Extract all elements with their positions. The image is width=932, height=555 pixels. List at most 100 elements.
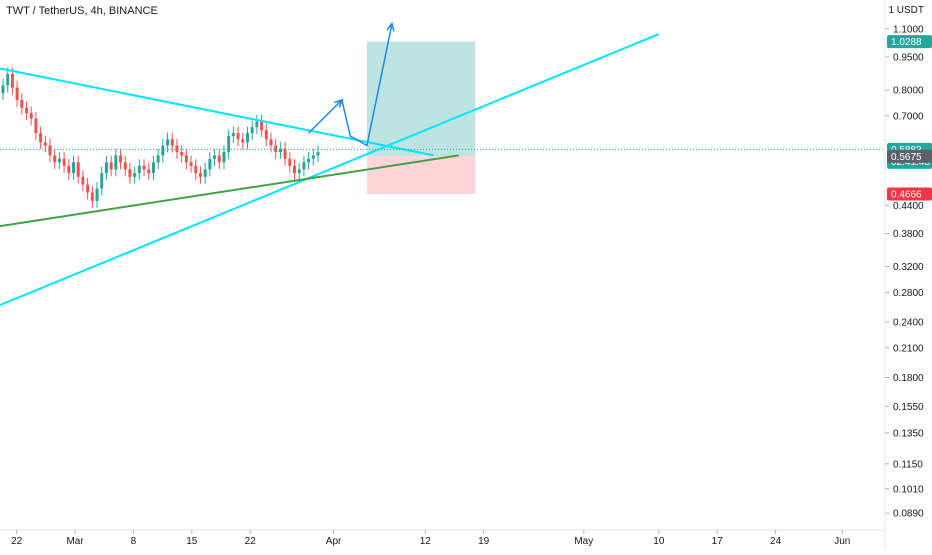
candle-body xyxy=(20,99,24,108)
candle-body xyxy=(250,127,254,134)
candle-body xyxy=(10,73,14,88)
resistance-trendline xyxy=(0,67,434,157)
x-tick-label: 19 xyxy=(478,536,490,547)
y-tick-label: 0.1550 xyxy=(893,402,924,413)
candle-body xyxy=(227,136,231,153)
candle-body xyxy=(194,165,198,174)
candle-body xyxy=(213,155,217,159)
entry-price-badge-text: 0.5675 xyxy=(891,152,922,163)
candle-body xyxy=(128,169,132,177)
y-tick-label: 0.9500 xyxy=(893,53,924,64)
entry-price-badge-bg xyxy=(887,149,932,163)
candle-body xyxy=(316,152,320,156)
candle-body xyxy=(231,133,235,137)
candle-body xyxy=(217,155,221,163)
candle-body xyxy=(137,165,141,174)
candle-body xyxy=(180,152,184,156)
candle-body xyxy=(147,169,151,174)
candle-body xyxy=(15,87,19,100)
candle-body xyxy=(161,145,165,156)
y-tick-label: 0.3200 xyxy=(893,262,924,273)
candle-body xyxy=(203,169,207,177)
candle-body xyxy=(245,133,249,143)
candle-body xyxy=(175,145,179,153)
candle-body xyxy=(62,158,66,166)
candle-body xyxy=(208,158,212,170)
candle-body xyxy=(100,173,104,189)
candle-body xyxy=(39,133,43,143)
candle-body xyxy=(109,162,113,170)
candle-body xyxy=(53,155,57,163)
candles xyxy=(1,67,320,208)
y-tick-label: 0.7000 xyxy=(893,111,924,122)
candle-body xyxy=(95,188,99,201)
candle-body xyxy=(76,162,80,177)
candle-body xyxy=(264,130,268,140)
x-tick-label: 10 xyxy=(653,536,665,547)
candle-body xyxy=(25,107,29,114)
x-tick-label: Jun xyxy=(834,536,850,547)
candle-body xyxy=(198,173,202,177)
x-tick-label: Apr xyxy=(326,536,342,547)
candle-body xyxy=(151,162,155,174)
y-tick-label: 0.8000 xyxy=(893,86,924,97)
candle-body xyxy=(260,121,264,131)
y-tick-label: 0.1010 xyxy=(893,484,924,495)
projection-arrow xyxy=(308,23,393,147)
x-tick-label: 22 xyxy=(245,536,257,547)
candle-body xyxy=(236,133,240,140)
candle-body xyxy=(114,155,118,170)
candle-body xyxy=(307,158,311,163)
y-tick-label: 0.1800 xyxy=(893,373,924,384)
candle-body xyxy=(166,139,170,146)
x-tick-label: 24 xyxy=(770,536,782,547)
projection-arrow-head xyxy=(386,21,395,32)
y-tick-label: 0.0890 xyxy=(893,509,924,520)
x-tick-label: 8 xyxy=(131,536,137,547)
y-tick-label: 0.1350 xyxy=(893,428,924,439)
candle-body xyxy=(278,148,282,153)
candle-body xyxy=(119,155,123,163)
candle-body xyxy=(241,139,245,143)
candle-body xyxy=(302,162,306,170)
candle-body xyxy=(255,121,259,128)
y-tick-label: 1.1000 xyxy=(893,24,924,35)
x-tick-label: 12 xyxy=(420,536,432,547)
candle-body xyxy=(288,158,292,166)
candle-body xyxy=(43,142,47,146)
candle-body xyxy=(274,145,278,153)
candle-body xyxy=(57,158,61,163)
candle-body xyxy=(6,73,10,86)
drawings xyxy=(0,21,884,307)
candle-body xyxy=(311,155,315,159)
candle-body xyxy=(67,165,71,174)
axis-currency: 1 USDT xyxy=(888,5,924,16)
candle-body xyxy=(90,192,94,201)
position-zones xyxy=(366,41,476,194)
candle-body xyxy=(292,165,296,174)
candle-body xyxy=(269,139,273,146)
candle-body xyxy=(189,162,193,166)
candle-body xyxy=(1,85,5,94)
x-tick-label: 15 xyxy=(186,536,198,547)
support-line xyxy=(0,154,459,228)
x-tick-label: May xyxy=(574,536,593,547)
y-tick-label: 0.2800 xyxy=(893,288,924,299)
candle-body xyxy=(297,169,301,174)
rising-trendline xyxy=(0,33,660,307)
candle-body xyxy=(86,184,90,193)
candle-body xyxy=(170,139,174,146)
target-zone xyxy=(366,41,476,157)
y-tick-label: 0.2100 xyxy=(893,343,924,354)
candle-body xyxy=(34,118,38,134)
y-tick-label: 0.2400 xyxy=(893,318,924,329)
candle-body xyxy=(184,155,188,163)
target-price-badge-bg xyxy=(887,35,932,49)
x-tick-label: Mar xyxy=(66,536,84,547)
stop-price-badge-text: 0.4666 xyxy=(891,189,922,200)
x-tick-label: 22 xyxy=(11,536,23,547)
candle-body xyxy=(142,165,146,170)
